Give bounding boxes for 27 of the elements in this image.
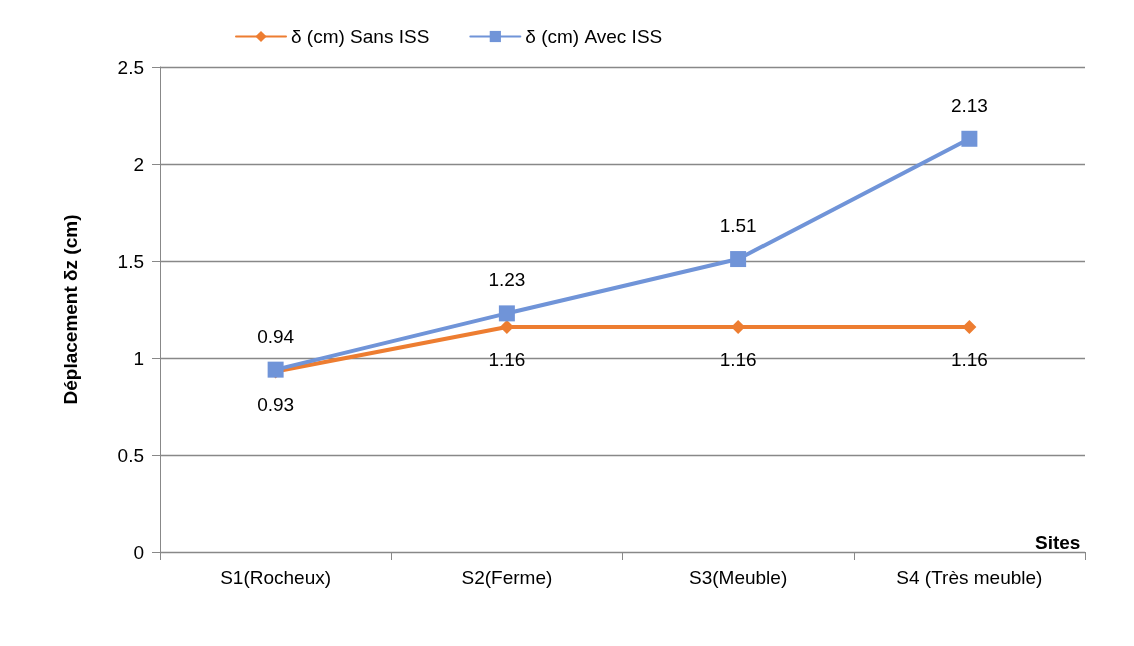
y-tick-label: 2 [133,153,144,175]
x-tick-label: S4 (Très meuble) [896,567,1043,588]
y-tick-label: 1.5 [117,250,144,272]
data-label: 1.16 [488,348,526,370]
x-tick-label: S3(Meuble) [689,567,788,588]
data-label: 1.16 [950,348,988,370]
point [961,130,978,147]
y-tick-label: 0.5 [117,444,144,466]
y-tick-label: 0 [133,541,144,563]
data-label: 1.16 [719,348,757,370]
x-tick-label: S2(Ferme) [461,567,553,588]
y-tick-label: 2.5 [117,56,144,78]
data-label: 1.51 [719,215,757,237]
legend-label: δ (cm) Avec ISS [525,26,663,47]
y-tick-label: 1 [133,347,144,369]
data-label: 1.23 [488,269,526,291]
y-axis-title: Déplacement δz (cm) [60,214,81,405]
point [730,251,747,268]
x-axis-title: Sites [1035,532,1081,553]
point [962,319,977,334]
data-label: 0.93 [257,393,295,415]
data-label: 0.94 [257,325,295,347]
point [499,319,514,334]
x-tick-label: S1(Rocheux) [220,567,332,588]
legend-label: δ (cm) Sans ISS [291,26,430,47]
data-label: 2.13 [950,94,988,116]
point [498,305,515,322]
